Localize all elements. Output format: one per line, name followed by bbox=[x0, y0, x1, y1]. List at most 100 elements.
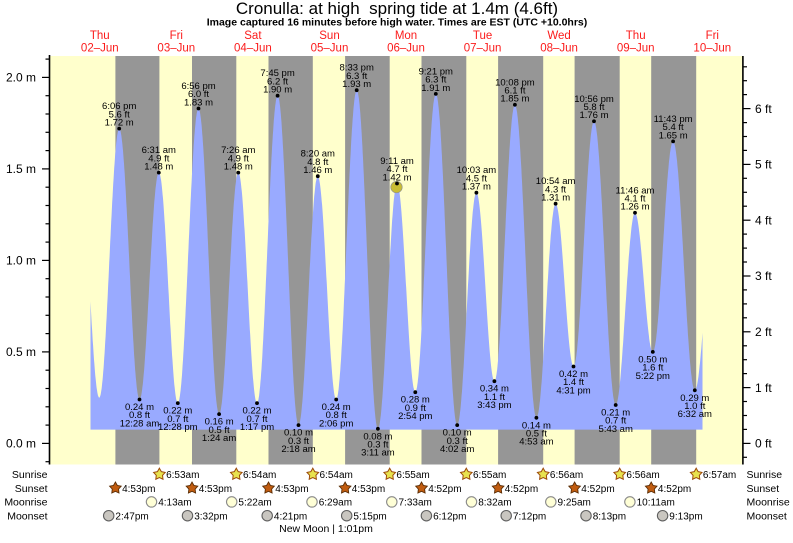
svg-text:1.48 m: 1.48 m bbox=[144, 162, 173, 173]
svg-text:1.4 ft: 1.4 ft bbox=[563, 377, 584, 388]
svg-text:6.2 ft: 6.2 ft bbox=[267, 76, 288, 87]
svg-text:2 ft: 2 ft bbox=[755, 325, 772, 339]
svg-text:5:22am: 5:22am bbox=[238, 498, 271, 509]
svg-text:1.6 ft: 1.6 ft bbox=[642, 363, 663, 374]
svg-text:0.08 m: 0.08 m bbox=[363, 431, 392, 442]
svg-text:0.8 ft: 0.8 ft bbox=[326, 410, 347, 421]
svg-text:4.3 ft: 4.3 ft bbox=[545, 184, 566, 195]
svg-text:6:55am: 6:55am bbox=[396, 470, 429, 481]
svg-text:4:31 pm: 4:31 pm bbox=[556, 385, 590, 396]
svg-text:9:13pm: 9:13pm bbox=[669, 511, 702, 522]
svg-text:5.4 ft: 5.4 ft bbox=[663, 122, 684, 133]
svg-text:02–Jun: 02–Jun bbox=[81, 43, 119, 55]
svg-text:4:53pm: 4:53pm bbox=[275, 484, 308, 495]
svg-text:0.3 ft: 0.3 ft bbox=[367, 440, 388, 451]
svg-text:3:32pm: 3:32pm bbox=[194, 511, 227, 522]
svg-text:Sun: Sun bbox=[319, 30, 339, 42]
svg-text:Sunset: Sunset bbox=[747, 483, 780, 495]
svg-text:1:17 pm: 1:17 pm bbox=[240, 422, 274, 433]
svg-text:4.7 ft: 4.7 ft bbox=[386, 164, 407, 175]
svg-text:0.7 ft: 0.7 ft bbox=[246, 414, 267, 425]
svg-text:5:15pm: 5:15pm bbox=[353, 511, 386, 522]
svg-text:9:25am: 9:25am bbox=[558, 498, 591, 509]
svg-text:Thu: Thu bbox=[90, 30, 110, 42]
svg-text:4:53pm: 4:53pm bbox=[199, 484, 232, 495]
svg-text:10–Jun: 10–Jun bbox=[693, 43, 731, 55]
svg-text:1.93 m: 1.93 m bbox=[342, 79, 371, 90]
svg-text:0.7 ft: 0.7 ft bbox=[605, 416, 626, 427]
svg-text:0.8 ft: 0.8 ft bbox=[129, 410, 150, 421]
svg-text:2:54 pm: 2:54 pm bbox=[398, 411, 432, 422]
svg-text:4.8 ft: 4.8 ft bbox=[307, 157, 328, 168]
svg-text:6.0 ft: 6.0 ft bbox=[188, 89, 209, 100]
svg-text:4.1 ft: 4.1 ft bbox=[624, 194, 645, 205]
svg-text:Fri: Fri bbox=[706, 30, 719, 42]
svg-text:1.0 ft: 1.0 ft bbox=[684, 401, 705, 412]
svg-text:6:56 pm: 6:56 pm bbox=[181, 81, 215, 92]
svg-text:03–Jun: 03–Jun bbox=[157, 43, 195, 55]
svg-text:0.28 m: 0.28 m bbox=[401, 395, 430, 406]
svg-text:6.1 ft: 6.1 ft bbox=[504, 86, 525, 97]
svg-text:6:31 am: 6:31 am bbox=[142, 145, 176, 156]
svg-text:4:21pm: 4:21pm bbox=[274, 511, 307, 522]
svg-text:1.5 m: 1.5 m bbox=[6, 162, 36, 176]
svg-text:11:43 pm: 11:43 pm bbox=[654, 114, 693, 125]
svg-text:0.42 m: 0.42 m bbox=[559, 369, 588, 380]
svg-text:1.83 m: 1.83 m bbox=[184, 97, 213, 108]
svg-text:5:22 pm: 5:22 pm bbox=[636, 371, 670, 382]
svg-text:6:54am: 6:54am bbox=[320, 470, 353, 481]
svg-text:1.91 m: 1.91 m bbox=[421, 83, 450, 94]
svg-text:0.10 m: 0.10 m bbox=[284, 428, 313, 439]
svg-text:07–Jun: 07–Jun bbox=[464, 43, 502, 55]
svg-text:4:53 am: 4:53 am bbox=[519, 437, 553, 448]
svg-text:4.5 ft: 4.5 ft bbox=[466, 173, 487, 184]
svg-text:12:28 pm: 12:28 pm bbox=[158, 422, 198, 433]
svg-text:Moonset: Moonset bbox=[747, 510, 787, 522]
svg-text:2:18 am: 2:18 am bbox=[281, 444, 315, 455]
svg-text:0.21 m: 0.21 m bbox=[601, 408, 630, 419]
svg-text:4 ft: 4 ft bbox=[755, 213, 772, 227]
svg-text:1 ft: 1 ft bbox=[755, 381, 772, 395]
svg-text:0.5 m: 0.5 m bbox=[6, 345, 36, 359]
svg-text:10:54 am: 10:54 am bbox=[536, 176, 576, 187]
svg-text:08–Jun: 08–Jun bbox=[540, 43, 578, 55]
svg-text:2:47pm: 2:47pm bbox=[115, 511, 148, 522]
svg-text:Moonrise: Moonrise bbox=[747, 497, 790, 509]
svg-text:0.3 ft: 0.3 ft bbox=[288, 436, 309, 447]
svg-text:6:12pm: 6:12pm bbox=[433, 511, 466, 522]
svg-text:10:56 pm: 10:56 pm bbox=[574, 94, 614, 105]
svg-text:2:06 pm: 2:06 pm bbox=[319, 418, 353, 429]
svg-text:1.72 m: 1.72 m bbox=[105, 118, 134, 129]
svg-text:6 ft: 6 ft bbox=[755, 102, 772, 116]
svg-text:4.9 ft: 4.9 ft bbox=[228, 153, 249, 164]
svg-text:4.9 ft: 4.9 ft bbox=[148, 153, 169, 164]
svg-text:0.0 m: 0.0 m bbox=[6, 437, 36, 451]
svg-text:5.8 ft: 5.8 ft bbox=[583, 102, 604, 113]
svg-text:8:32am: 8:32am bbox=[478, 498, 511, 509]
svg-text:04–Jun: 04–Jun bbox=[234, 43, 272, 55]
svg-text:1.85 m: 1.85 m bbox=[500, 94, 529, 105]
svg-text:8:20 am: 8:20 am bbox=[301, 149, 335, 160]
svg-text:6.3 ft: 6.3 ft bbox=[425, 75, 446, 86]
svg-text:09–Jun: 09–Jun bbox=[617, 43, 655, 55]
svg-text:6.3 ft: 6.3 ft bbox=[346, 71, 367, 82]
svg-text:6:56am: 6:56am bbox=[550, 470, 583, 481]
svg-text:Fri: Fri bbox=[170, 30, 183, 42]
svg-text:6:57am: 6:57am bbox=[703, 470, 736, 481]
svg-text:7:26 am: 7:26 am bbox=[221, 145, 255, 156]
svg-text:9:21 pm: 9:21 pm bbox=[419, 66, 453, 77]
svg-text:1.65 m: 1.65 m bbox=[659, 130, 688, 141]
svg-text:Sunrise: Sunrise bbox=[747, 469, 783, 481]
svg-text:1:24 am: 1:24 am bbox=[202, 433, 236, 444]
svg-text:5:43 am: 5:43 am bbox=[599, 424, 633, 435]
svg-text:Image captured 16 minutes befo: Image captured 16 minutes before high wa… bbox=[207, 17, 588, 29]
svg-text:1.90 m: 1.90 m bbox=[263, 85, 292, 96]
svg-text:1.42 m: 1.42 m bbox=[382, 172, 411, 183]
svg-text:0.22 m: 0.22 m bbox=[163, 406, 192, 417]
svg-text:1.26 m: 1.26 m bbox=[620, 202, 649, 213]
svg-text:1.0 m: 1.0 m bbox=[6, 254, 36, 268]
svg-text:10:11am: 10:11am bbox=[637, 498, 675, 509]
svg-text:05–Jun: 05–Jun bbox=[311, 43, 349, 55]
svg-text:0.24 m: 0.24 m bbox=[125, 402, 154, 413]
svg-text:7:12pm: 7:12pm bbox=[513, 511, 546, 522]
